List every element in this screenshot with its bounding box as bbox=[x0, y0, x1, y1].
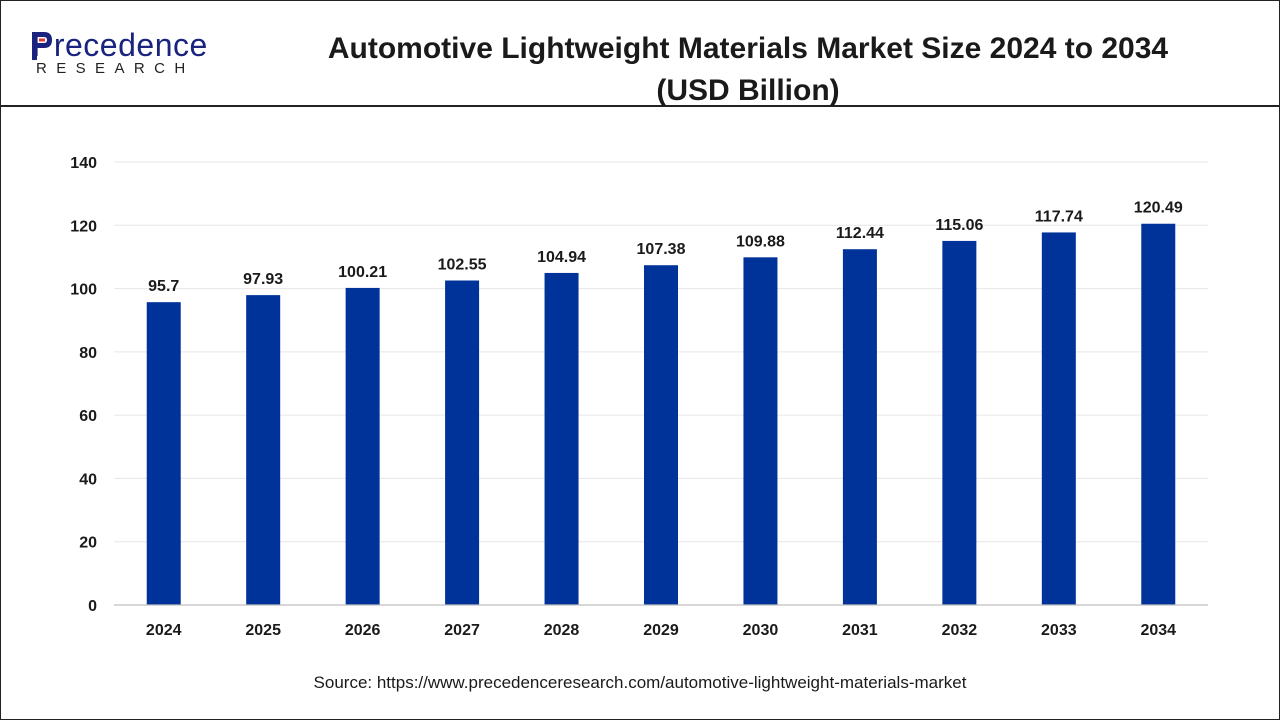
source-note: Source: https://www.precedenceresearch.c… bbox=[313, 673, 967, 692]
data-label: 112.44 bbox=[836, 225, 884, 242]
bar bbox=[246, 295, 281, 605]
x-tick-label: 2027 bbox=[444, 622, 480, 639]
bar-chart: 0 20 40 60 80 100 120 140 95.7 2024 97.93 2025 100.2… bbox=[70, 155, 1208, 639]
x-tick-label: 2025 bbox=[245, 622, 281, 639]
bar bbox=[942, 240, 977, 605]
data-label: 102.55 bbox=[438, 257, 487, 274]
data-label: 120.49 bbox=[1134, 200, 1183, 217]
data-label: 107.38 bbox=[637, 241, 686, 258]
title-line-1: Automotive Lightweight Materials Market … bbox=[327, 32, 1169, 65]
x-tick-label: 2026 bbox=[345, 622, 381, 639]
y-tick-label: 0 bbox=[88, 598, 97, 615]
bar bbox=[1041, 232, 1076, 605]
brand-logo[interactable]: Precedence RESEARCH bbox=[32, 28, 232, 80]
bar bbox=[146, 302, 181, 605]
bar bbox=[743, 257, 778, 605]
logo-mark-icon bbox=[32, 32, 52, 60]
bar bbox=[1141, 223, 1176, 605]
bar bbox=[445, 280, 480, 605]
data-label: 115.06 bbox=[935, 217, 983, 234]
x-tick-label: 2031 bbox=[842, 622, 878, 639]
brand-tagline: RESEARCH bbox=[36, 60, 195, 77]
x-tick-label: 2032 bbox=[942, 622, 978, 639]
bar bbox=[842, 249, 877, 606]
data-label: 100.21 bbox=[338, 264, 387, 281]
brand-name: Precedence bbox=[32, 27, 208, 63]
x-tick-label: 2033 bbox=[1041, 622, 1077, 639]
data-label: 104.94 bbox=[537, 249, 586, 266]
x-tick-label: 2029 bbox=[643, 622, 679, 639]
data-label: 109.88 bbox=[736, 233, 785, 250]
bar bbox=[345, 287, 380, 605]
bar bbox=[544, 272, 579, 605]
y-tick-label: 60 bbox=[79, 408, 97, 425]
x-tick-label: 2024 bbox=[146, 622, 182, 639]
x-tick-label: 2030 bbox=[743, 622, 779, 639]
y-tick-label: 120 bbox=[70, 218, 97, 235]
data-label: 97.93 bbox=[243, 271, 283, 288]
data-label: 95.7 bbox=[148, 278, 179, 295]
header: Precedence RESEARCH Automotive Lightweig… bbox=[0, 0, 1280, 107]
y-tick-label: 100 bbox=[70, 282, 97, 299]
x-tick-label: 2028 bbox=[544, 622, 580, 639]
y-tick-label: 80 bbox=[79, 345, 97, 362]
y-tick-label: 40 bbox=[79, 471, 97, 488]
page-title: Automotive Lightweight Materials Market … bbox=[240, 28, 1256, 112]
y-tick-label: 140 bbox=[70, 155, 97, 172]
y-tick-label: 20 bbox=[79, 535, 97, 552]
x-tick-label: 2034 bbox=[1140, 622, 1176, 639]
title-line-2: (USD Billion) bbox=[656, 74, 840, 107]
bar bbox=[644, 265, 678, 605]
data-label: 117.74 bbox=[1035, 208, 1083, 225]
